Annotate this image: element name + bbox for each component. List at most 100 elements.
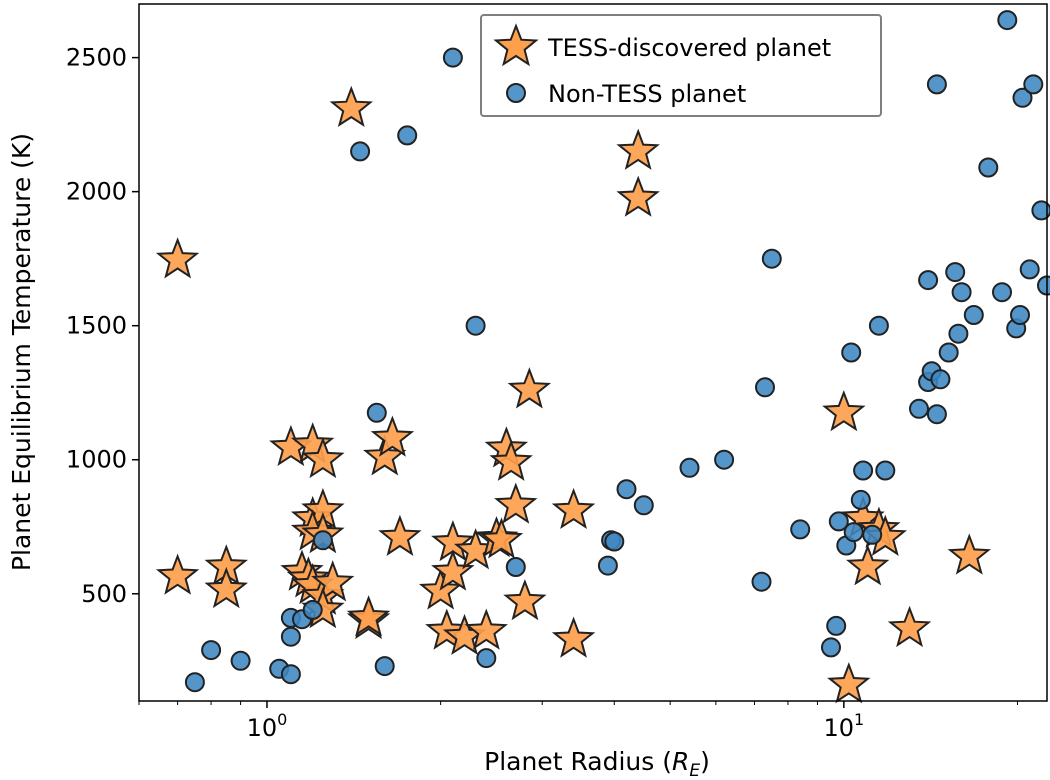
non-tess-planet-point bbox=[714, 449, 735, 470]
non-tess-planet-point bbox=[1010, 305, 1030, 325]
x-axis-unit: R bbox=[672, 747, 689, 776]
tess-planet-star bbox=[311, 560, 355, 602]
y-tick-label: 1000 bbox=[66, 446, 127, 474]
non-tess-planet-point bbox=[761, 248, 782, 269]
non-tess-planet-point bbox=[926, 404, 947, 425]
non-tess-planet-point bbox=[1031, 200, 1050, 221]
non-tess-planet-point bbox=[862, 524, 883, 545]
non-tess-planet-point bbox=[930, 369, 951, 390]
non-tess-planet-point bbox=[926, 74, 947, 95]
tess-planet-star bbox=[846, 544, 890, 586]
non-tess-planet-point bbox=[1023, 74, 1044, 95]
non-tess-planet-point bbox=[312, 530, 333, 551]
non-tess-planet-point bbox=[280, 626, 301, 647]
tess-planet-star bbox=[616, 175, 660, 217]
legend-swatches bbox=[493, 23, 539, 103]
tess-planet-star bbox=[616, 128, 660, 170]
non-tess-planet-point bbox=[828, 511, 849, 532]
legend: TESS-discovered planet Non-TESS planet bbox=[480, 14, 882, 117]
non-tess-planet-point bbox=[366, 402, 387, 423]
non-tess-planet-point bbox=[918, 270, 939, 291]
non-tess-planet-point bbox=[1012, 87, 1033, 108]
legend-label-tess: TESS-discovered planet bbox=[547, 34, 831, 62]
non-tess-planet-point bbox=[997, 10, 1018, 31]
non-tess-planet-point bbox=[350, 141, 371, 162]
non-tess-planet-point bbox=[397, 125, 418, 146]
x-tick-label: 101 bbox=[823, 710, 864, 742]
non-tess-planet-point bbox=[853, 460, 874, 481]
non-tess-planet-point bbox=[201, 640, 222, 661]
tess-planet-star bbox=[551, 487, 596, 530]
non-tess-planet-point bbox=[751, 571, 772, 592]
tess-planet-star bbox=[204, 566, 248, 609]
x-tick-label: 100 bbox=[247, 710, 288, 742]
non-tess-planet-point bbox=[374, 656, 395, 677]
non-tess-planet-point bbox=[978, 157, 999, 178]
tess-planet-star bbox=[503, 578, 547, 621]
non-tess-planet-point bbox=[992, 282, 1012, 303]
non-tess-planet-point bbox=[843, 522, 864, 543]
plot-frame bbox=[138, 3, 1048, 702]
tess-planet-star bbox=[378, 514, 422, 556]
tess-planet-star bbox=[507, 367, 552, 409]
non-tess-planet-point bbox=[868, 315, 889, 336]
non-tess-planet-point bbox=[948, 323, 969, 344]
non-tess-planet-point bbox=[963, 305, 984, 325]
x-axis-label-text: Planet Radius bbox=[484, 747, 654, 776]
non-tess-planet-point bbox=[616, 479, 637, 500]
tess-planet-star bbox=[827, 662, 871, 704]
non-tess-planet-point bbox=[875, 460, 896, 481]
legend-circle-swatch bbox=[506, 83, 526, 103]
non-tess-planet-point bbox=[679, 457, 700, 478]
non-tess-planet-point bbox=[951, 282, 972, 303]
tess-planet-star bbox=[551, 616, 596, 658]
non-tess-planet-point bbox=[1019, 259, 1040, 280]
non-tess-planet-point bbox=[826, 615, 847, 636]
tess-planet-star bbox=[370, 415, 415, 457]
non-tess-planet-point bbox=[841, 342, 862, 363]
non-tess-planet-point bbox=[302, 599, 323, 620]
tess-planet-star bbox=[489, 439, 533, 481]
tess-planet-star bbox=[887, 605, 932, 648]
tess-planet-star bbox=[947, 533, 991, 575]
legend-box bbox=[480, 14, 882, 117]
y-tick-label: 500 bbox=[81, 580, 127, 608]
non-tess-planet-point bbox=[280, 664, 301, 685]
tess-planet-star bbox=[822, 389, 866, 432]
non-tess-planet-point bbox=[755, 377, 775, 398]
non-tess-planet-point bbox=[909, 398, 929, 419]
non-tess-planet-point bbox=[633, 495, 654, 516]
non-tess-planet-point bbox=[1037, 275, 1050, 296]
non-tess-planet-point bbox=[505, 557, 526, 577]
non-tess-planet-point bbox=[850, 489, 871, 510]
non-tess-planet-point bbox=[476, 648, 497, 669]
non-tess-planet-point bbox=[184, 672, 205, 693]
non-tess-planet-point bbox=[938, 342, 959, 363]
tess-planet-star bbox=[155, 237, 200, 279]
axes: 500 1000 1500 2000 2500 100 101 bbox=[66, 44, 1018, 742]
legend-star-swatch bbox=[493, 23, 539, 67]
tess-planet-star bbox=[329, 85, 373, 127]
legend-label-nontess: Non-TESS planet bbox=[548, 80, 746, 108]
non-tess-planet-point bbox=[945, 262, 966, 283]
non-tess-planet-point bbox=[230, 650, 251, 671]
x-axis-unit-subscript: E bbox=[689, 761, 700, 780]
non-tess-planet-point bbox=[790, 519, 811, 540]
tess-planet-star bbox=[346, 595, 391, 637]
non-tess-planet-point bbox=[597, 555, 618, 576]
tess-planet-star bbox=[479, 517, 524, 559]
x-axis-label: Planet Radius (RE) bbox=[484, 747, 710, 780]
non-tess-planet-point bbox=[604, 531, 625, 552]
y-tick-label: 2000 bbox=[66, 178, 127, 206]
tess-planet-star bbox=[155, 553, 200, 595]
tess-planet-star bbox=[301, 436, 345, 479]
y-axis-label: Planet Equilibrium Temperature (K) bbox=[7, 133, 36, 571]
non-tess-planet-point bbox=[442, 47, 463, 68]
tess-planet-star bbox=[464, 608, 508, 650]
plot-marks bbox=[155, 10, 1050, 704]
y-tick-label: 2500 bbox=[66, 44, 127, 72]
y-tick-label: 1500 bbox=[66, 312, 127, 340]
non-tess-planet-point bbox=[465, 315, 486, 336]
tess-planet-star bbox=[494, 482, 538, 524]
